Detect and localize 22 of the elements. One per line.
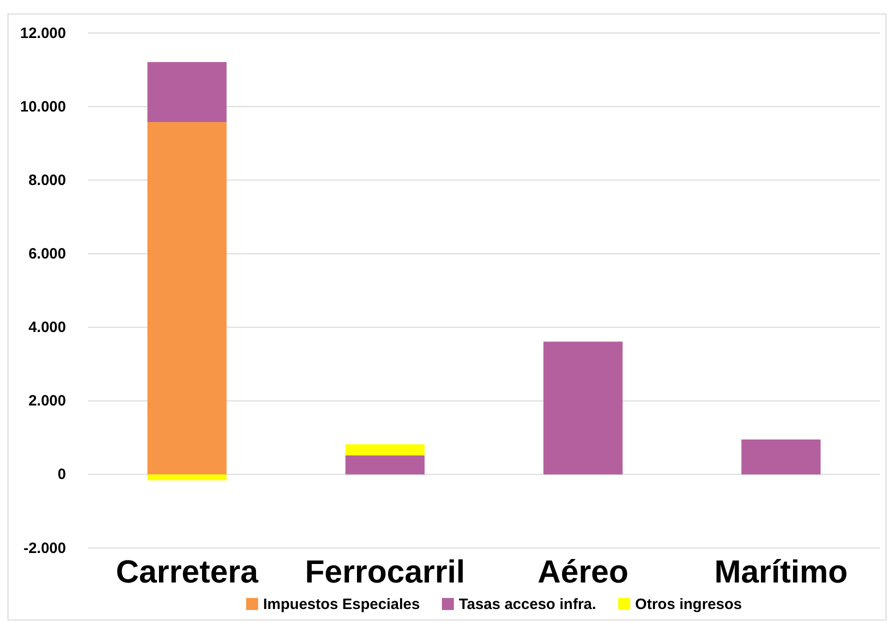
y-tick-label: 12.000 [20, 24, 66, 42]
bar [345, 444, 425, 456]
x-tick-label: Aéreo [538, 554, 628, 590]
x-tick-label: Marítimo [714, 554, 848, 590]
bar [147, 122, 227, 474]
legend-label: Impuestos Especiales [263, 596, 420, 613]
bar [345, 455, 425, 474]
bar [147, 62, 227, 122]
y-tick-label: 2.000 [28, 392, 66, 410]
y-tick-label: 4.000 [28, 319, 66, 336]
bar [543, 342, 623, 474]
bar [147, 474, 227, 480]
legend-label: Otros ingresos [635, 596, 742, 613]
y-tick-label: 0 [58, 466, 66, 484]
legend-label: Tasas acceso infra. [458, 596, 596, 613]
y-tick-label: 8.000 [28, 172, 66, 189]
x-tick-label: Ferrocarril [304, 554, 466, 590]
y-tick-label: -2.000 [23, 540, 66, 557]
x-tick-label: Carretera [116, 554, 258, 590]
bar [741, 439, 821, 474]
y-tick-label: 10.000 [20, 98, 66, 116]
y-tick-label: 6.000 [28, 246, 66, 263]
